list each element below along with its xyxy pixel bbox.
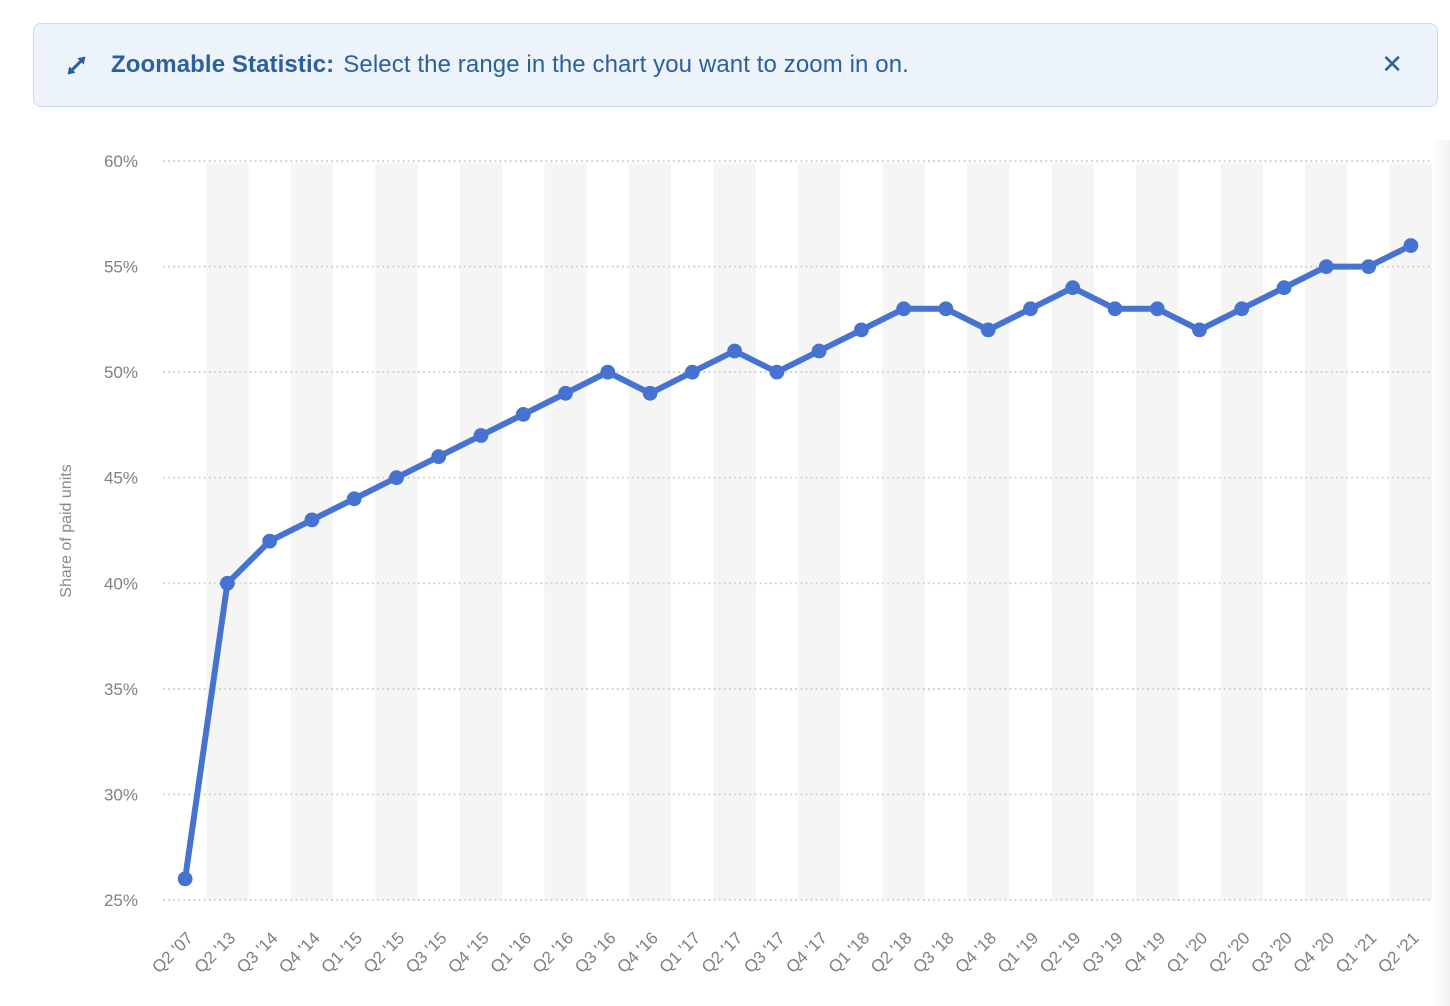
x-tick-label: Q3 '19 [1078, 928, 1126, 976]
banner-message: Zoomable Statistic: Select the range in t… [111, 51, 909, 79]
banner-message-bold: Zoomable Statistic: [111, 51, 335, 78]
data-points [177, 238, 1419, 887]
data-point[interactable] [642, 385, 658, 401]
column-band [1305, 163, 1348, 900]
column-band [798, 163, 841, 900]
data-point[interactable] [600, 364, 616, 380]
x-tick-label: Q1 '15 [318, 928, 366, 976]
column-band [375, 163, 418, 900]
x-tick-label: Q2 '07 [148, 928, 196, 976]
data-point[interactable] [389, 470, 404, 486]
x-tick-label: Q2 '21 [1374, 928, 1422, 976]
x-tick-label: Q4 '15 [444, 928, 492, 976]
data-point[interactable] [177, 871, 193, 887]
chart-plot-area[interactable] [164, 161, 1432, 900]
data-line [182, 242, 1414, 882]
x-tick-label: Q1 '20 [1163, 928, 1211, 976]
x-tick-label: Q3 '17 [740, 928, 788, 976]
data-point[interactable] [684, 364, 700, 380]
x-tick-label: Q2 '19 [1036, 928, 1084, 976]
data-point[interactable] [1107, 301, 1123, 317]
y-tick-label: 50% [104, 363, 138, 382]
data-point[interactable] [1065, 280, 1081, 296]
x-tick-label: Q3 '18 [909, 928, 957, 976]
column-band [1136, 163, 1179, 900]
column-band [882, 163, 925, 900]
x-tick-label: Q1 '18 [825, 928, 873, 976]
data-point[interactable] [1149, 301, 1165, 317]
data-point[interactable] [558, 385, 573, 401]
data-point[interactable] [727, 343, 742, 359]
data-point[interactable] [473, 428, 489, 443]
x-tick-label: Q1 '21 [1332, 928, 1380, 976]
data-point[interactable] [1023, 301, 1038, 317]
data-point[interactable] [980, 322, 996, 338]
x-tick-label: Q2 '13 [191, 928, 239, 976]
x-tick-label: Q3 '15 [402, 928, 450, 976]
data-point[interactable] [1361, 259, 1376, 274]
x-tick-label: Q3 '14 [233, 928, 281, 976]
x-tick-label: Q1 '17 [656, 928, 704, 976]
y-tick-label: 45% [104, 469, 138, 488]
data-point[interactable] [769, 364, 785, 380]
data-point[interactable] [431, 449, 447, 464]
zoom-expand-icon [67, 56, 86, 74]
y-axis-title: Share of paid units [58, 464, 75, 597]
column-band [713, 163, 756, 900]
column-band [459, 163, 503, 900]
x-tick-label: Q1 '16 [487, 928, 535, 976]
x-tick-label: Q4 '17 [782, 928, 830, 976]
x-tick-label: Q2 '15 [360, 928, 408, 976]
data-point[interactable] [262, 533, 278, 549]
x-tick-label: Q4 '18 [952, 928, 1000, 976]
x-tick-label: Q2 '16 [529, 928, 577, 976]
x-tick-label: Q3 '16 [571, 928, 619, 976]
column-band [290, 163, 334, 900]
y-tick-label: 25% [104, 891, 138, 910]
y-tick-label: 60% [104, 152, 138, 171]
data-point[interactable] [1276, 280, 1292, 296]
x-tick-label: Q4 '14 [275, 928, 323, 976]
zoomable-statistic-banner: Zoomable Statistic: Select the range in t… [33, 23, 1438, 107]
data-point[interactable] [896, 301, 912, 317]
x-tick-label: Q3 '20 [1247, 928, 1295, 976]
x-tick-label: Q4 '20 [1290, 928, 1338, 976]
y-tick-label: 55% [104, 258, 138, 277]
y-tick-label: 35% [104, 680, 138, 699]
data-point[interactable] [1192, 322, 1207, 338]
banner-message-rest: Select the range in the chart you want t… [343, 51, 909, 78]
column-band [628, 163, 672, 900]
y-tick-label: 40% [104, 574, 138, 593]
data-point[interactable] [304, 512, 320, 528]
close-banner-button[interactable]: ✕ [1375, 50, 1409, 80]
data-point[interactable] [854, 322, 869, 338]
column-band [544, 163, 587, 900]
x-tick-label: Q2 '18 [867, 928, 915, 976]
column-band [1220, 163, 1263, 900]
data-point[interactable] [1318, 259, 1334, 274]
column-band [967, 163, 1010, 900]
x-tick-label: Q2 '20 [1205, 928, 1253, 976]
data-point[interactable] [220, 575, 235, 591]
data-point[interactable] [515, 407, 531, 422]
x-tick-label: Q4 '19 [1121, 928, 1169, 976]
column-band [206, 163, 249, 900]
data-point[interactable] [811, 343, 827, 359]
x-tick-label: Q1 '19 [994, 928, 1042, 976]
data-point[interactable] [1234, 301, 1250, 317]
column-band [1389, 163, 1432, 900]
data-point[interactable] [346, 491, 362, 507]
data-point[interactable] [1403, 238, 1419, 253]
x-tick-label: Q2 '17 [698, 928, 746, 976]
y-axis-labels: 25% 30% 35% 40% 45% 50% 55% 60% [104, 152, 138, 910]
x-tick-label: Q4 '16 [613, 928, 661, 976]
y-tick-label: 30% [104, 785, 138, 804]
data-point[interactable] [938, 301, 954, 317]
